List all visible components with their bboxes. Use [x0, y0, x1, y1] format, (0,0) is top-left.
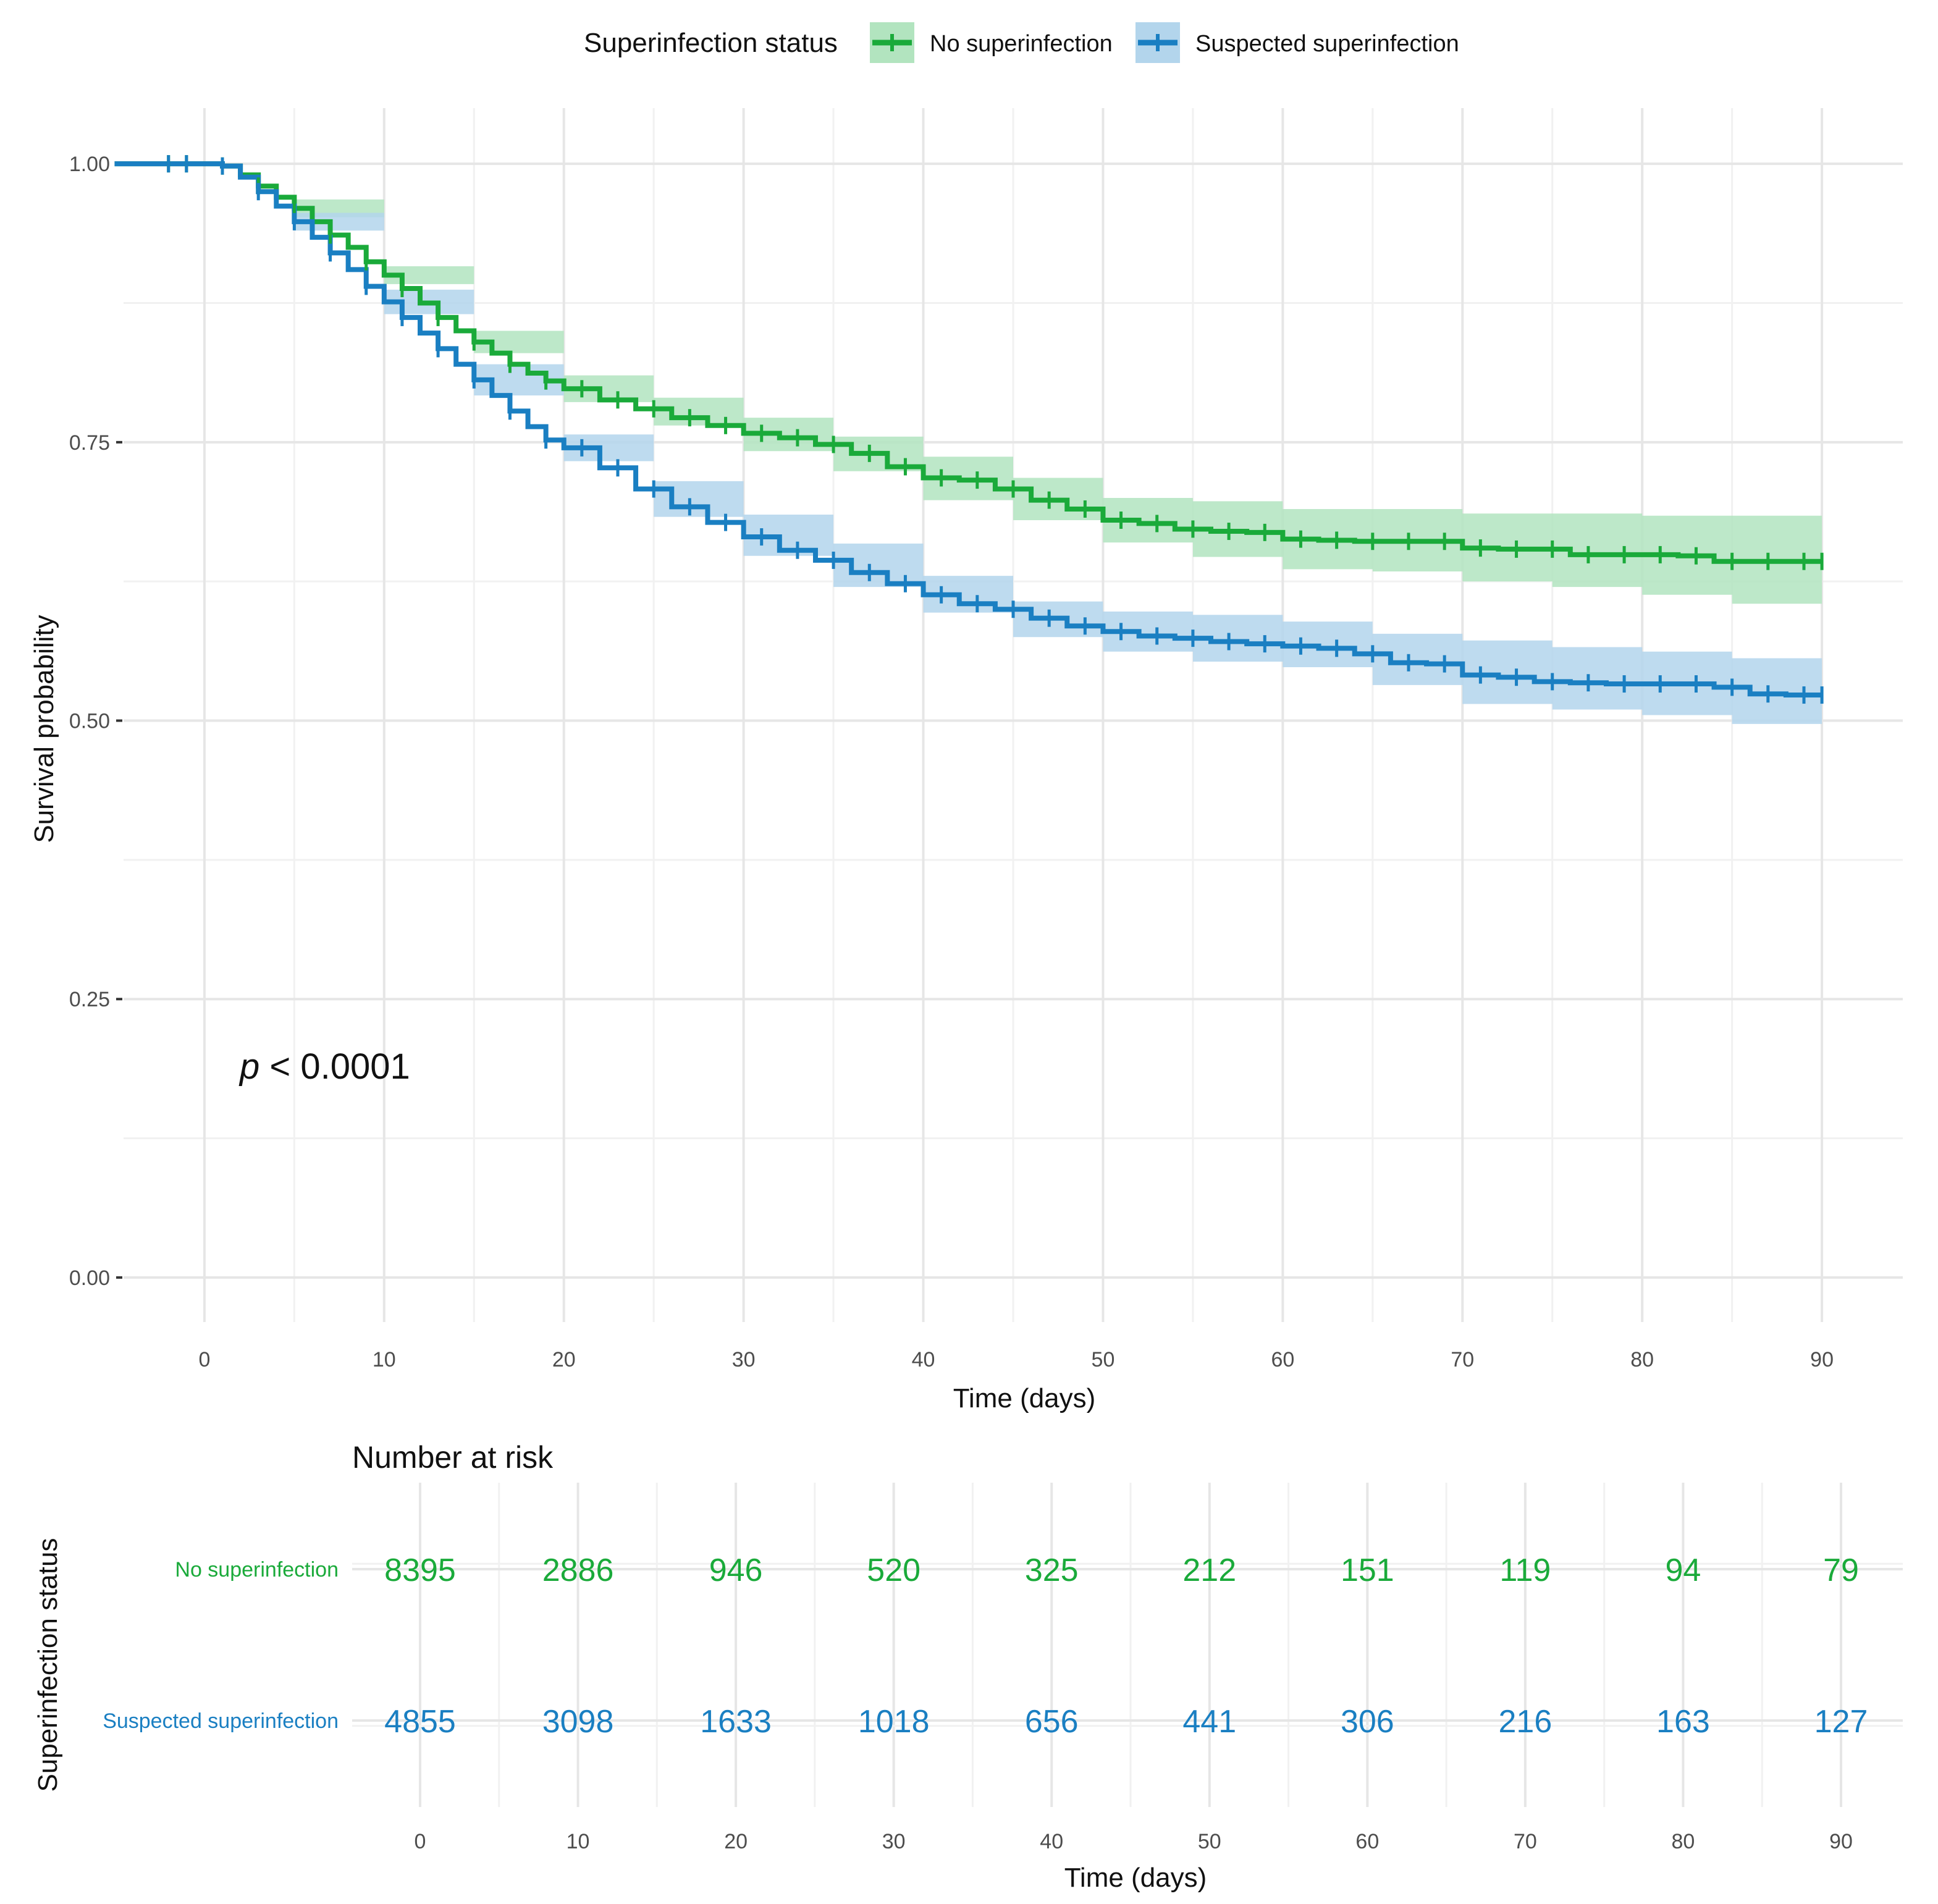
x-tick-label: 80	[1630, 1348, 1654, 1371]
legend-label-no-superinfection: No superinfection	[930, 31, 1113, 57]
risk-table-x-axis: 0 10 20 30 40 50 60 70 80 90	[415, 1830, 1853, 1853]
risk-x-tick-label: 60	[1355, 1830, 1379, 1853]
risk-count-suspected-superinfection: 441	[1182, 1704, 1236, 1740]
confidence-bands	[114, 164, 1822, 732]
risk-table-x-axis-title: Time (days)	[1064, 1863, 1207, 1893]
risk-x-tick-label: 0	[415, 1830, 426, 1853]
y-tick-label: 0.00	[69, 1266, 110, 1290]
risk-count-no-superinfection: 2886	[542, 1552, 614, 1588]
risk-table-grid	[352, 1483, 1903, 1807]
risk-x-tick-label: 50	[1198, 1830, 1221, 1853]
risk-count-no-superinfection: 151	[1341, 1552, 1394, 1588]
y-axis: 0.00 0.25 0.50 0.75 1.00	[69, 153, 122, 1290]
risk-count-suspected-superinfection: 127	[1814, 1704, 1868, 1740]
confidence-band-no-superinfection	[114, 164, 1822, 606]
x-tick-label: 40	[912, 1348, 935, 1371]
risk-count-suspected-superinfection: 656	[1025, 1704, 1079, 1740]
risk-count-suspected-superinfection: 1018	[858, 1704, 930, 1740]
risk-x-tick-label: 70	[1514, 1830, 1537, 1853]
risk-count-suspected-superinfection: 306	[1341, 1704, 1394, 1740]
risk-count-suspected-superinfection: 3098	[542, 1704, 614, 1740]
legend-key-no-superinfection	[870, 22, 914, 63]
risk-x-tick-label: 20	[724, 1830, 748, 1853]
legend: Superinfection status No superinfection …	[584, 22, 1459, 63]
risk-count-no-superinfection: 946	[709, 1552, 763, 1588]
x-tick-label: 20	[552, 1348, 576, 1371]
risk-row-label-suspected-superinfection: Suspected superinfection	[103, 1709, 339, 1733]
y-tick-label: 0.25	[69, 988, 110, 1011]
risk-table: No superinfection 8395 2886 946 520 325 212 151…	[103, 1552, 1868, 1740]
censor-marks	[167, 155, 1824, 704]
risk-count-suspected-superinfection: 1633	[700, 1704, 772, 1740]
risk-x-tick-label: 40	[1040, 1830, 1063, 1853]
risk-x-tick-label: 90	[1829, 1830, 1853, 1853]
risk-count-no-superinfection: 94	[1666, 1552, 1701, 1588]
y-tick-label: 0.50	[69, 710, 110, 733]
risk-count-no-superinfection: 8395	[384, 1552, 456, 1588]
risk-count-no-superinfection: 520	[867, 1552, 921, 1588]
p-value-annotation: p < 0.0001	[238, 1047, 410, 1087]
legend-key-suspected-superinfection	[1135, 22, 1180, 63]
x-axis: 0 10 20 30 40 50 60 70 80 90	[198, 1348, 1834, 1371]
x-tick-label: 90	[1810, 1348, 1834, 1371]
p-value-symbol: p	[238, 1047, 259, 1087]
risk-x-tick-label: 10	[567, 1830, 590, 1853]
x-tick-label: 30	[732, 1348, 756, 1371]
confidence-band-suspected-superinfection	[114, 164, 1822, 732]
risk-count-no-superinfection: 119	[1499, 1552, 1551, 1588]
risk-x-tick-label: 30	[882, 1830, 906, 1853]
x-tick-label: 0	[198, 1348, 210, 1371]
risk-count-no-superinfection: 79	[1823, 1552, 1859, 1588]
risk-count-no-superinfection: 325	[1025, 1552, 1079, 1588]
legend-title: Superinfection status	[584, 28, 838, 58]
risk-count-no-superinfection: 212	[1182, 1552, 1236, 1588]
y-tick-label: 1.00	[69, 153, 110, 176]
x-tick-label: 60	[1271, 1348, 1294, 1371]
x-axis-title: Time (days)	[953, 1383, 1096, 1413]
risk-count-suspected-superinfection: 216	[1499, 1704, 1553, 1740]
x-tick-label: 50	[1092, 1348, 1115, 1371]
risk-table-y-axis-title: Superinfection status	[33, 1538, 63, 1792]
risk-table-title: Number at risk	[352, 1440, 554, 1475]
risk-count-suspected-superinfection: 4855	[384, 1704, 456, 1740]
risk-x-tick-label: 80	[1672, 1830, 1695, 1853]
risk-count-suspected-superinfection: 163	[1656, 1704, 1710, 1740]
x-tick-label: 10	[373, 1348, 396, 1371]
legend-label-suspected-superinfection: Suspected superinfection	[1195, 31, 1459, 57]
y-tick-label: 0.75	[69, 431, 110, 455]
x-tick-label: 70	[1451, 1348, 1474, 1371]
p-value-text: < 0.0001	[259, 1047, 410, 1087]
y-axis-title: Survival probability	[29, 615, 59, 843]
risk-row-label-no-superinfection: No superinfection	[175, 1558, 339, 1582]
